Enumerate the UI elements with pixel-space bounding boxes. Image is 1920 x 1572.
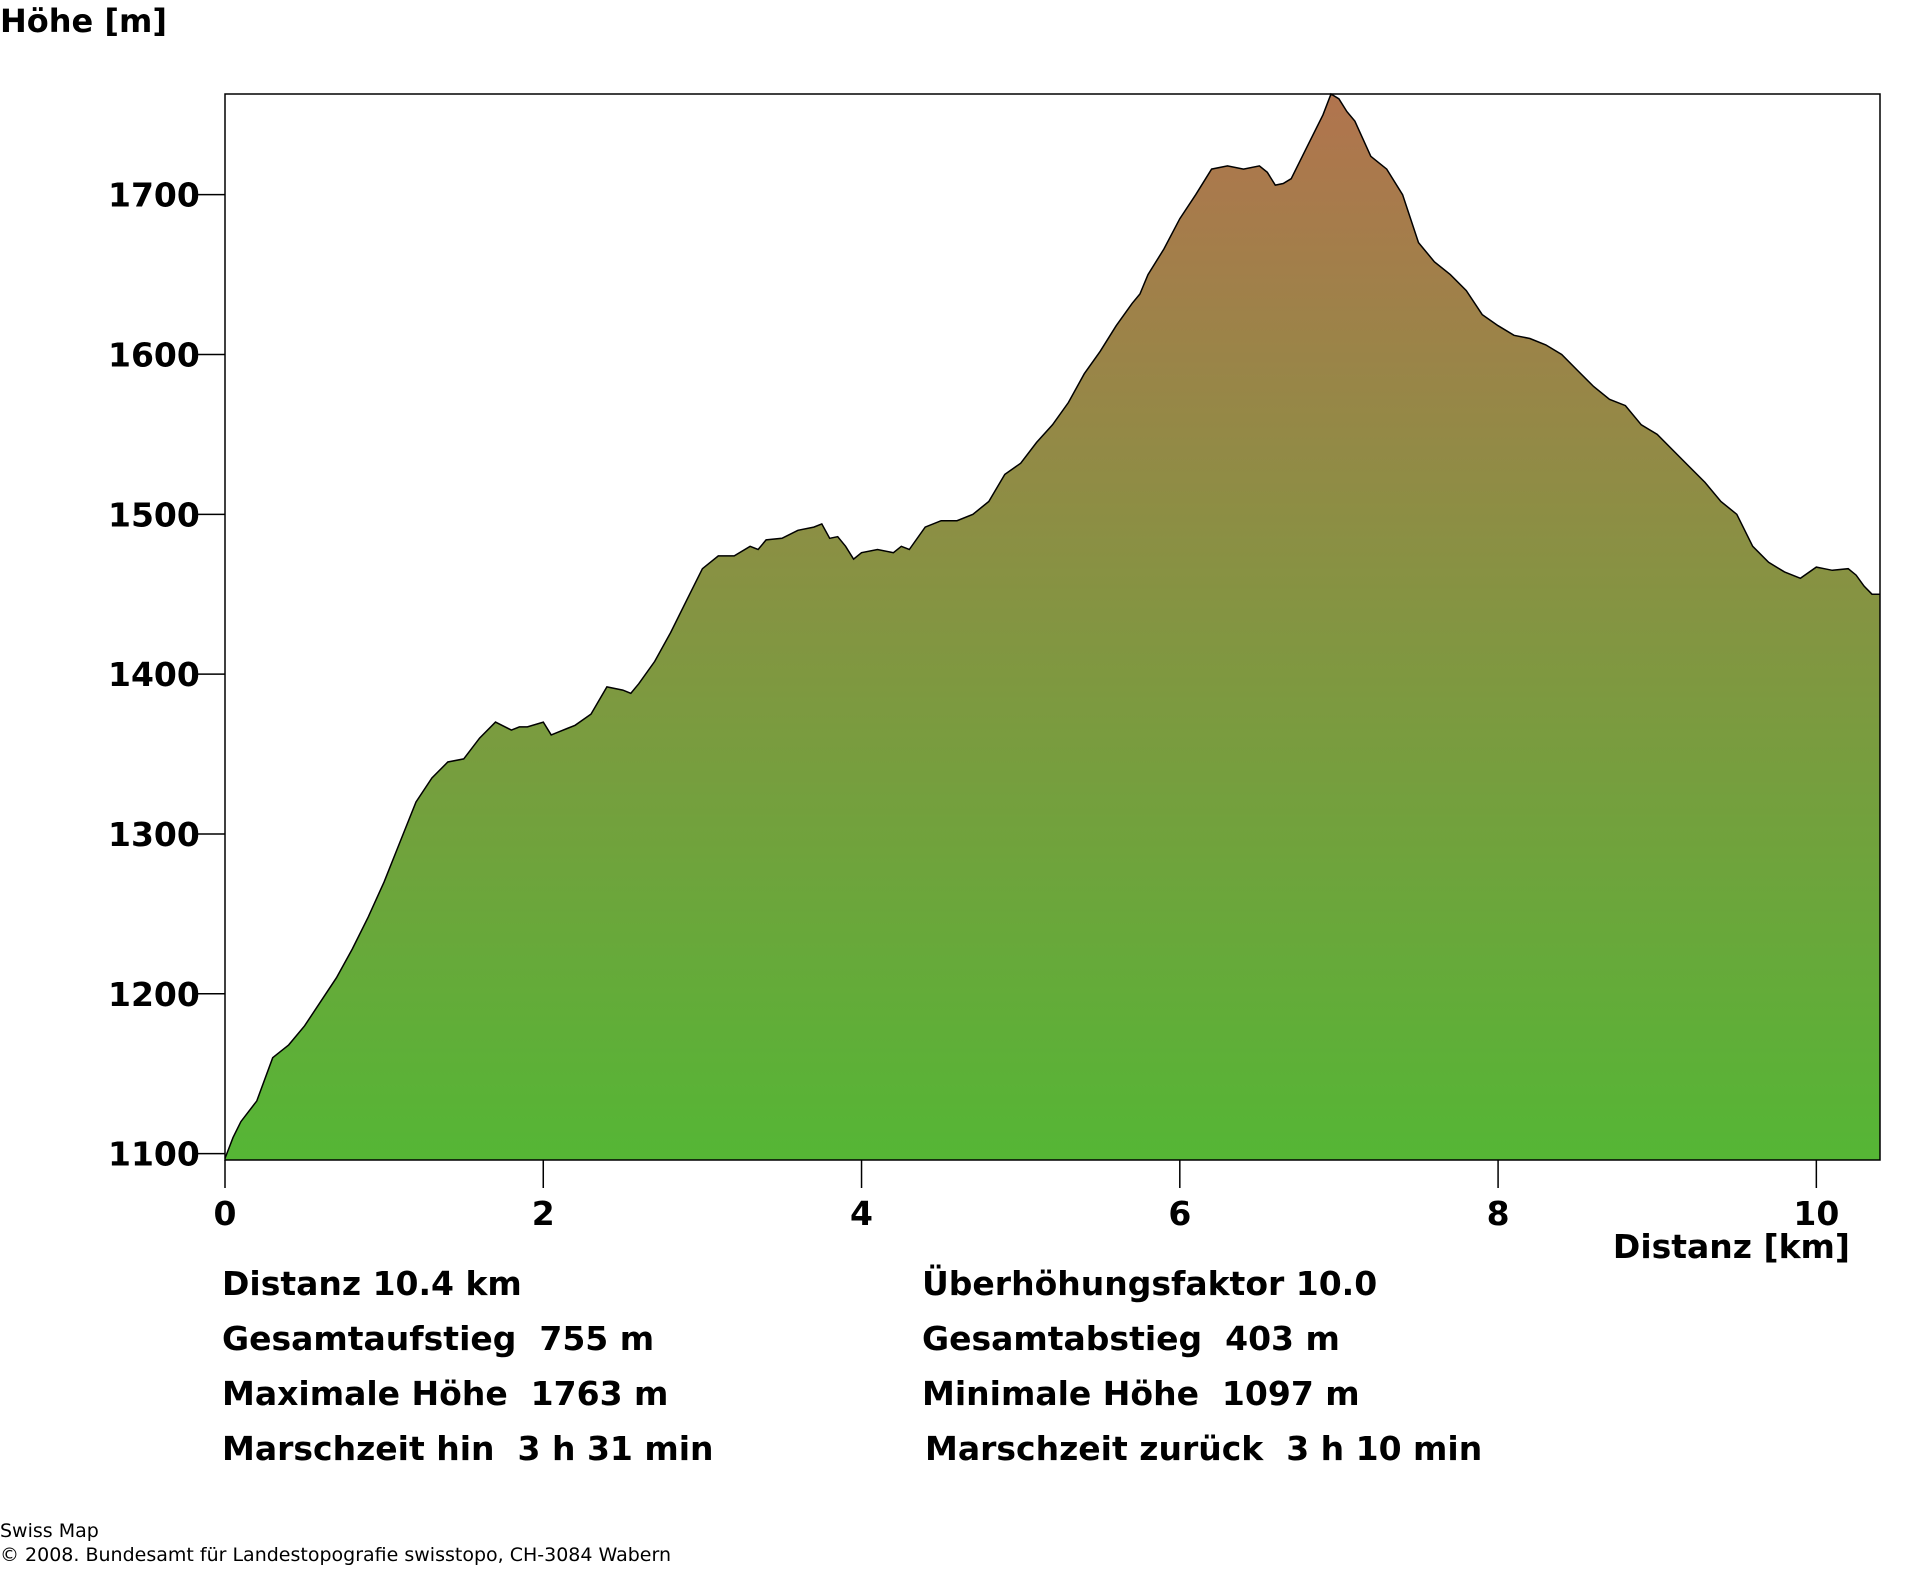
- elevation-area: [225, 94, 1880, 1160]
- y-tick-label: 1300: [108, 815, 200, 854]
- y-tick-label: 1700: [108, 176, 200, 215]
- x-tick-label: 0: [214, 1194, 237, 1233]
- y-axis: 1100 1200 1300 1400 1500 1600 1700: [108, 176, 225, 1174]
- y-tick-label: 1400: [108, 655, 200, 694]
- x-axis: 0 2 4 6 8 10: [214, 1160, 1839, 1233]
- x-tick-label: 4: [850, 1194, 873, 1233]
- stat-min-height: Minimale Höhe 1097 m: [922, 1374, 1360, 1413]
- stat-ascent: Gesamtaufstieg 755 m: [222, 1319, 655, 1358]
- y-tick-label: 1600: [108, 336, 200, 375]
- x-axis-title: Distanz [km]: [1613, 1227, 1850, 1266]
- stat-descent: Gesamtabstieg 403 m: [922, 1319, 1340, 1358]
- y-tick-label: 1200: [108, 975, 200, 1014]
- stat-distance: Distanz 10.4 km: [222, 1264, 522, 1303]
- footer-copyright: © 2008. Bundesamt für Landestopografie s…: [0, 1544, 671, 1566]
- x-tick-label: 6: [1168, 1194, 1191, 1233]
- x-tick-label: 2: [532, 1194, 555, 1233]
- plot-frame: [224, 93, 1881, 1161]
- stat-max-height: Maximale Höhe 1763 m: [222, 1374, 669, 1413]
- y-tick-label: 1100: [108, 1135, 200, 1174]
- elevation-line: [224, 92, 1880, 1159]
- stat-exaggeration: Überhöhungsfaktor 10.0: [922, 1264, 1378, 1303]
- x-tick-label: 10: [1793, 1194, 1839, 1233]
- stat-time-back: Marschzeit zurück 3 h 10 min: [925, 1429, 1483, 1468]
- elevation-area-layer: [224, 92, 1880, 1160]
- y-axis-title: Höhe [m]: [0, 2, 167, 40]
- stat-time-out: Marschzeit hin 3 h 31 min: [222, 1429, 714, 1468]
- y-tick-label: 1500: [108, 495, 200, 534]
- x-tick-label: 8: [1487, 1194, 1510, 1233]
- footer-source: Swiss Map: [0, 1520, 99, 1542]
